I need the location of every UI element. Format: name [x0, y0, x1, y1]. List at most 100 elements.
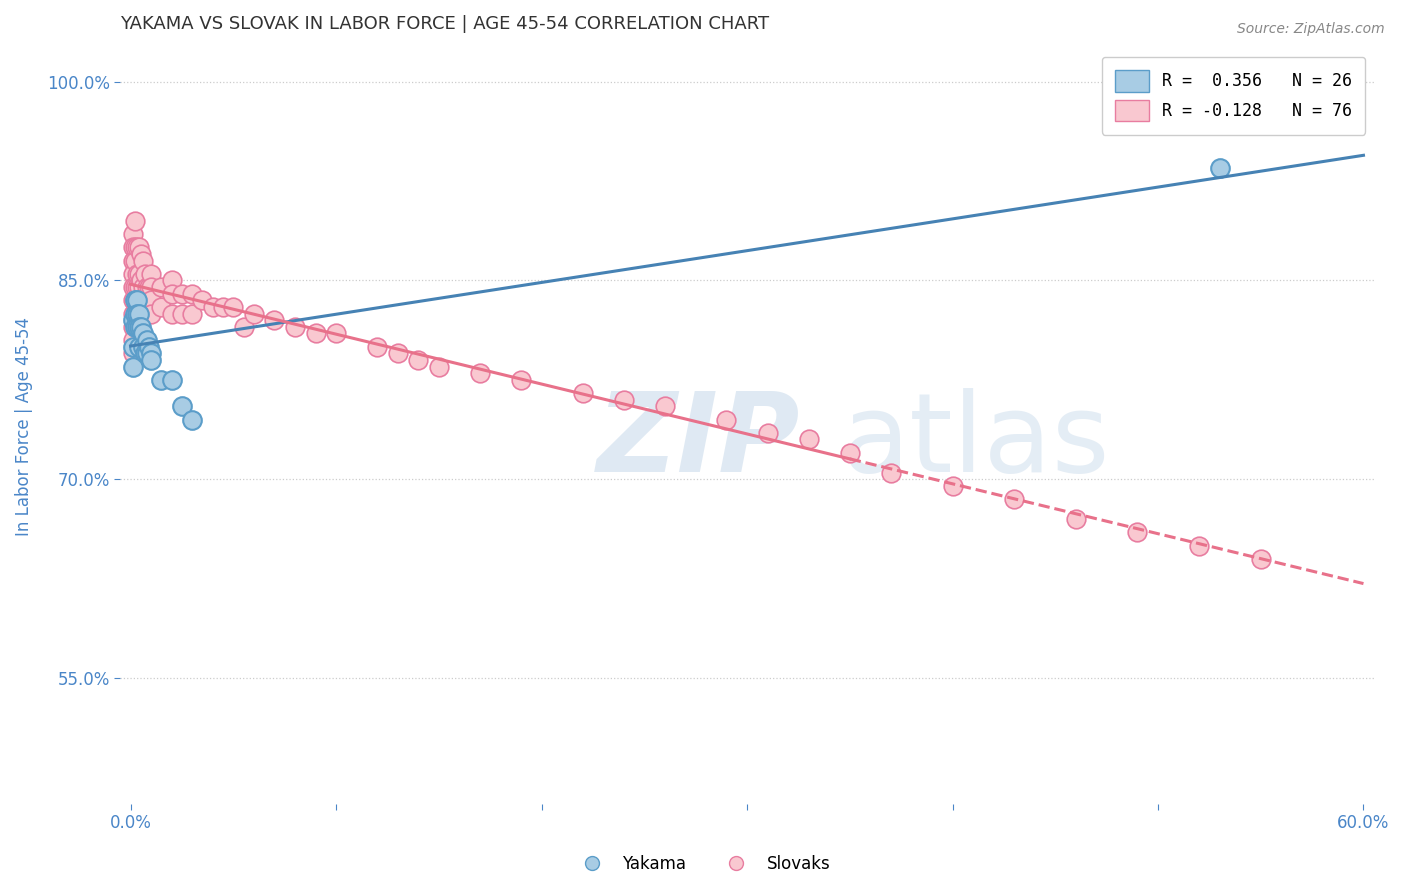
Point	[124, 213, 146, 227]
Point	[139, 307, 162, 321]
Point	[387, 346, 409, 360]
Point	[797, 433, 820, 447]
Point	[1064, 512, 1087, 526]
Point	[654, 400, 676, 414]
Point	[1250, 551, 1272, 566]
Point	[132, 326, 155, 341]
Point	[124, 307, 146, 321]
Point	[201, 300, 224, 314]
Point	[132, 253, 155, 268]
Point	[128, 267, 150, 281]
Point	[1188, 539, 1211, 553]
Point	[232, 319, 254, 334]
Text: YAKAMA VS SLOVAK IN LABOR FORCE | AGE 45-54 CORRELATION CHART: YAKAMA VS SLOVAK IN LABOR FORCE | AGE 45…	[121, 15, 769, 33]
Point	[121, 267, 143, 281]
Point	[121, 340, 143, 354]
Point	[128, 319, 150, 334]
Point	[263, 313, 285, 327]
Point	[129, 273, 152, 287]
Point	[427, 359, 450, 374]
Text: Source: ZipAtlas.com: Source: ZipAtlas.com	[1237, 22, 1385, 37]
Point	[134, 267, 156, 281]
Point	[136, 346, 159, 360]
Point	[121, 227, 143, 241]
Point	[136, 280, 159, 294]
Point	[366, 340, 388, 354]
Point	[121, 253, 143, 268]
Point	[139, 346, 162, 360]
Point	[129, 300, 152, 314]
Point	[406, 353, 429, 368]
Point	[160, 286, 183, 301]
Point	[170, 307, 193, 321]
Point	[160, 307, 183, 321]
Point	[150, 280, 173, 294]
Point	[128, 307, 150, 321]
Point	[1126, 525, 1149, 540]
Point	[756, 425, 779, 440]
Point	[838, 446, 860, 460]
Point	[121, 293, 143, 308]
Point	[212, 300, 235, 314]
Point	[128, 319, 150, 334]
Point	[941, 479, 963, 493]
Point	[121, 280, 143, 294]
Point	[139, 267, 162, 281]
Point	[468, 366, 491, 380]
Point	[125, 307, 148, 321]
Point	[304, 326, 326, 341]
Point	[181, 307, 204, 321]
Point	[170, 400, 193, 414]
Point	[139, 353, 162, 368]
Point	[132, 280, 155, 294]
Y-axis label: In Labor Force | Age 45-54: In Labor Force | Age 45-54	[15, 317, 32, 536]
Point	[128, 240, 150, 254]
Point	[181, 412, 204, 426]
Point	[125, 293, 148, 308]
Point	[125, 267, 148, 281]
Point	[1002, 492, 1025, 507]
Point	[121, 346, 143, 360]
Point	[138, 340, 160, 354]
Point	[1208, 161, 1230, 175]
Point	[128, 280, 150, 294]
Point	[121, 240, 143, 254]
Text: ZIP: ZIP	[596, 388, 800, 495]
Point	[150, 373, 173, 387]
Point	[139, 293, 162, 308]
Point	[128, 340, 150, 354]
Point	[125, 319, 148, 334]
Point	[222, 300, 245, 314]
Point	[128, 293, 150, 308]
Point	[138, 280, 160, 294]
Point	[160, 273, 183, 287]
Point	[181, 286, 204, 301]
Point	[136, 333, 159, 347]
Point	[716, 412, 738, 426]
Legend: R =  0.356   N = 26, R = -0.128   N = 76: R = 0.356 N = 26, R = -0.128 N = 76	[1102, 57, 1365, 135]
Point	[121, 319, 143, 334]
Point	[124, 240, 146, 254]
Point	[134, 346, 156, 360]
Legend: Yakama, Slovaks: Yakama, Slovaks	[569, 848, 837, 880]
Point	[325, 326, 347, 341]
Point	[121, 359, 143, 374]
Point	[124, 280, 146, 294]
Point	[121, 313, 143, 327]
Point	[571, 386, 593, 401]
Point	[139, 280, 162, 294]
Point	[613, 392, 636, 407]
Text: atlas: atlas	[841, 388, 1109, 495]
Point	[150, 300, 173, 314]
Point	[284, 319, 307, 334]
Point	[124, 253, 146, 268]
Point	[125, 293, 148, 308]
Point	[124, 293, 146, 308]
Point	[132, 340, 155, 354]
Point	[125, 319, 148, 334]
Point	[160, 373, 183, 387]
Point	[170, 286, 193, 301]
Point	[121, 307, 143, 321]
Point	[129, 319, 152, 334]
Point	[125, 240, 148, 254]
